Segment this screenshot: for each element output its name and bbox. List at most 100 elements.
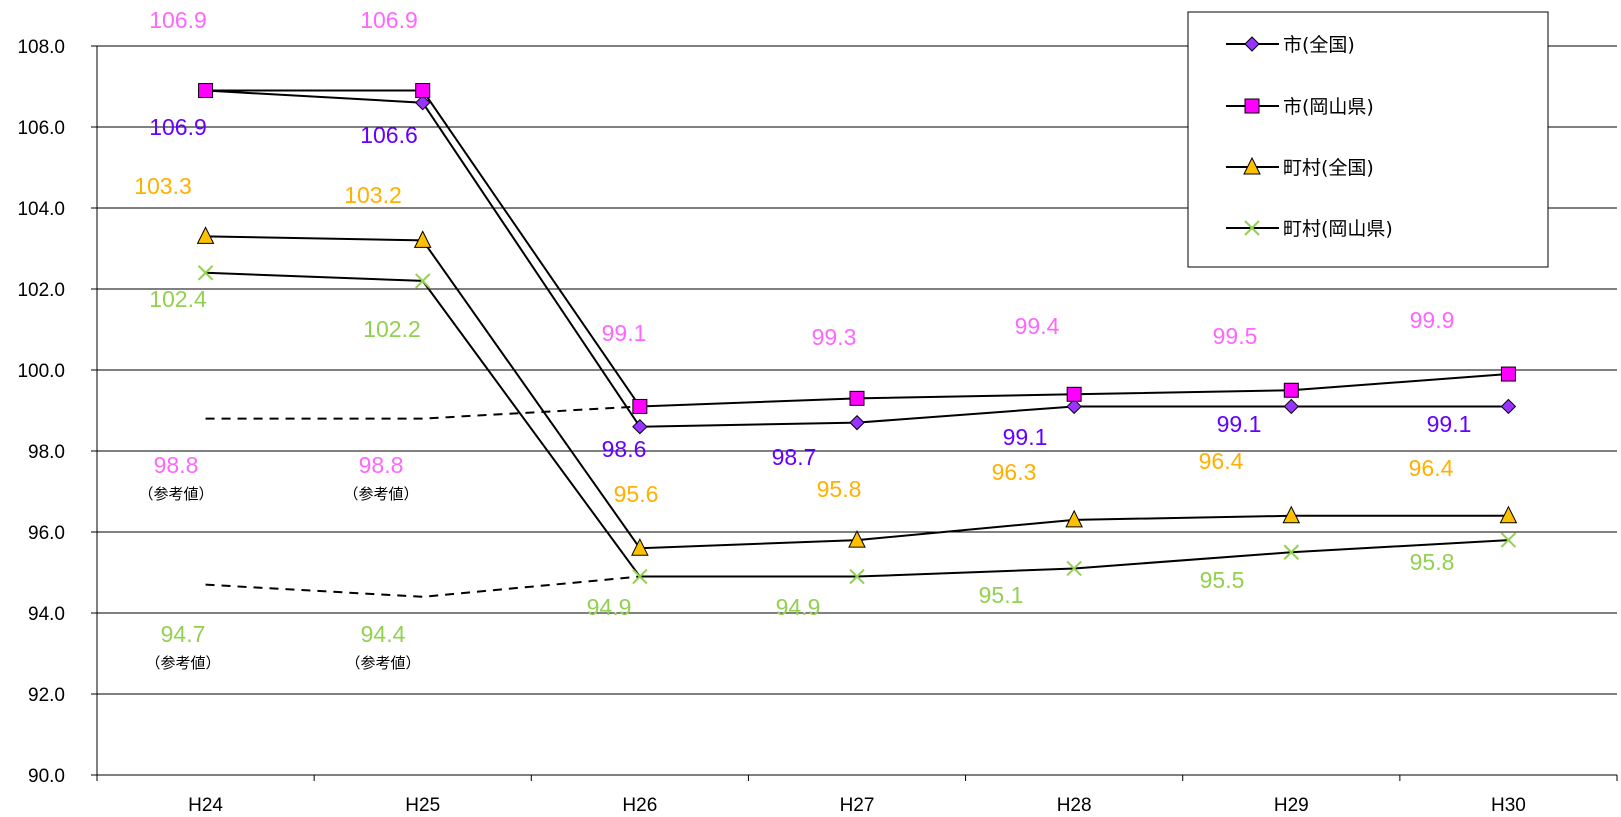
data-label: 99.3 xyxy=(812,324,857,350)
legend-marker xyxy=(1244,98,1260,114)
legend-marker-stroke xyxy=(1244,220,1260,236)
data-point xyxy=(849,390,865,406)
data-point xyxy=(632,398,648,414)
x-tick-label: H24 xyxy=(188,795,223,816)
reference-label: 94.4 xyxy=(361,621,406,647)
data-point xyxy=(198,83,214,99)
data-point xyxy=(1065,509,1083,528)
data-point xyxy=(1066,386,1082,402)
data-label: 99.5 xyxy=(1213,323,1258,349)
reference-line xyxy=(205,405,640,420)
data-labels: 106.9 106.6 98.6 98.7 99.1 99.1 99.1 106.9 106.9… xyxy=(134,7,1471,672)
data-label: 99.1 xyxy=(602,320,647,346)
legend-label: 市(全国) xyxy=(1283,34,1355,56)
legend-marker xyxy=(1244,36,1260,52)
data-point xyxy=(1283,398,1299,415)
data-point xyxy=(196,226,215,244)
data-label: 96.4 xyxy=(1409,455,1454,481)
data-point xyxy=(849,414,865,431)
data-label: 99.1 xyxy=(1427,411,1472,437)
data-point xyxy=(415,273,431,289)
x-tick-label: H28 xyxy=(1057,795,1092,816)
data-point xyxy=(849,568,865,585)
data-label: 95.5 xyxy=(1200,567,1245,593)
y-tick-label: 94.0 xyxy=(28,604,65,625)
data-label: 103.2 xyxy=(344,182,402,208)
data-point xyxy=(197,265,214,281)
data-label: 98.6 xyxy=(602,436,647,462)
data-label: 95.8 xyxy=(817,476,862,502)
x-tick-label: H29 xyxy=(1274,795,1309,816)
legend-marker xyxy=(1244,220,1260,236)
data-point xyxy=(631,538,649,556)
data-point-stroke xyxy=(1283,544,1299,560)
data-label: 103.3 xyxy=(134,173,192,199)
data-point-stroke xyxy=(415,273,431,289)
y-tick-label: 90.0 xyxy=(28,766,65,787)
data-point-stroke xyxy=(1066,560,1082,577)
reference-label: 98.8 xyxy=(359,452,404,478)
x-tick-label: H30 xyxy=(1491,795,1526,816)
y-tick-label: 96.0 xyxy=(28,523,65,544)
data-point xyxy=(415,83,431,99)
data-label: 96.4 xyxy=(1199,448,1244,474)
data-label: 99.9 xyxy=(1410,307,1455,333)
data-label: 102.2 xyxy=(363,316,421,342)
data-label: 99.1 xyxy=(1003,424,1048,450)
data-label: 94.9 xyxy=(587,594,632,620)
y-tick-label: 100.0 xyxy=(17,361,65,382)
x-tick-label: H26 xyxy=(622,795,657,816)
y-tick-label: 102.0 xyxy=(17,280,65,301)
legend-marker xyxy=(1243,156,1261,175)
data-label: 96.3 xyxy=(992,459,1037,485)
data-label: 99.4 xyxy=(1015,313,1060,339)
data-label: 102.4 xyxy=(149,286,207,312)
data-point xyxy=(1282,505,1301,524)
x-tick-label: H25 xyxy=(405,795,440,816)
y-tick-label: 92.0 xyxy=(28,685,65,706)
data-label: 95.1 xyxy=(979,582,1024,608)
legend-label: 町村(岡山県) xyxy=(1283,218,1393,240)
legend-label: 町村(全国) xyxy=(1283,157,1374,179)
y-tick-label: 98.0 xyxy=(28,442,65,463)
reference-label: 98.8 xyxy=(154,452,199,478)
data-label: 99.1 xyxy=(1217,411,1262,437)
data-point-stroke xyxy=(632,568,648,585)
x-tick-label: H27 xyxy=(840,795,875,816)
data-point xyxy=(1283,544,1299,560)
data-point xyxy=(632,418,648,435)
reference-note: （参考値） xyxy=(343,485,418,503)
reference-note: （参考値） xyxy=(145,654,220,672)
legend: 市(全国) 市(岡山県) 町村(全国) 町村(岡山県) xyxy=(1187,11,1549,268)
y-tick-label: 108.0 xyxy=(17,37,65,58)
data-point xyxy=(413,230,432,248)
data-label: 94.9 xyxy=(776,594,821,620)
data-point xyxy=(848,529,866,548)
data-label: 106.6 xyxy=(360,122,418,148)
y-tick-label: 104.0 xyxy=(17,199,65,220)
data-label: 98.7 xyxy=(772,444,817,470)
reference-line xyxy=(205,575,640,598)
data-point-stroke xyxy=(197,265,214,281)
data-point-stroke xyxy=(849,568,865,585)
axes: 90.0 92.0 94.0 96.0 98.0 100.0 102.0 104.0 106.0… xyxy=(17,37,1618,816)
data-point xyxy=(1283,382,1299,398)
reference-note: （参考値） xyxy=(138,485,213,503)
data-point xyxy=(1500,398,1517,415)
y-tick-label: 106.0 xyxy=(17,118,65,139)
data-point xyxy=(1500,366,1516,382)
data-label: 106.9 xyxy=(149,7,207,33)
reference-lines xyxy=(205,405,640,598)
data-label: 106.9 xyxy=(149,114,207,140)
legend-label: 市(岡山県) xyxy=(1283,96,1374,118)
data-point-stroke xyxy=(1500,532,1517,548)
reference-label: 94.7 xyxy=(161,621,206,647)
data-point xyxy=(1066,560,1082,577)
data-label: 95.6 xyxy=(614,481,659,507)
data-point xyxy=(415,94,431,111)
data-label: 95.8 xyxy=(1410,549,1455,575)
reference-note: （参考値） xyxy=(345,654,420,672)
data-point xyxy=(1500,532,1517,548)
data-point xyxy=(632,568,648,585)
